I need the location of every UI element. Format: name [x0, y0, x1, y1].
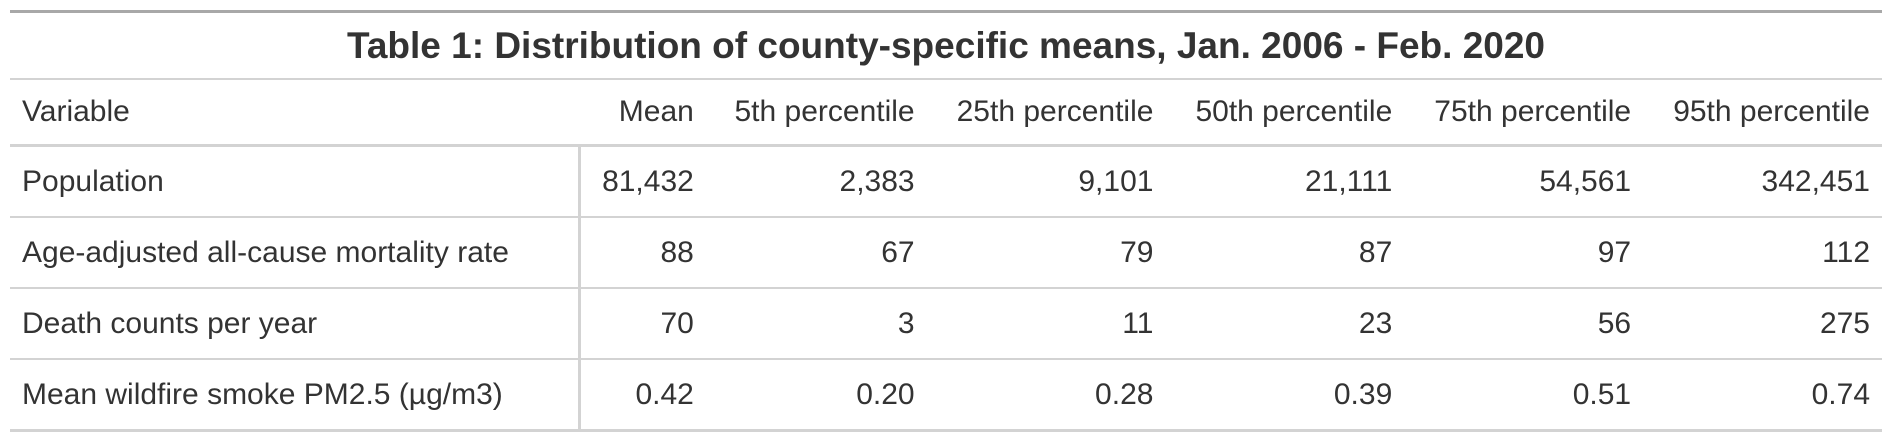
column-header-p50: 50th percentile: [1165, 79, 1405, 147]
cell-p25: 11: [926, 287, 1166, 359]
table-row: Mean wildfire smoke PM2.5 (µg/m3) 0.42 0…: [10, 358, 1882, 431]
column-header-p75: 75th percentile: [1404, 79, 1644, 147]
table-body: Population 81,432 2,383 9,101 21,111 54,…: [10, 145, 1882, 431]
cell-mean: 70: [579, 287, 706, 359]
cell-p75: 0.51: [1404, 358, 1644, 431]
table-row: Age-adjusted all-cause mortality rate 88…: [10, 216, 1882, 288]
cell-p95: 275: [1643, 287, 1882, 359]
cell-p75: 97: [1404, 216, 1644, 288]
row-label: Death counts per year: [10, 287, 581, 359]
cell-p75: 54,561: [1539, 164, 1632, 198]
column-header-p25: 25th percentile: [926, 79, 1166, 147]
table-row: Death counts per year 70 3 11 23 56 275: [10, 287, 1882, 359]
cell-p50: 23: [1165, 287, 1405, 359]
column-header-row: Variable Mean 5th percentile 25th percen…: [10, 79, 1882, 147]
cell-p50: 87: [1165, 216, 1405, 288]
row-label: Mean wildfire smoke PM2.5 (µg/m3): [10, 358, 581, 431]
table-row: Population 81,432 2,383 9,101 21,111 54,…: [10, 145, 1882, 217]
title-row: Table 1: Distribution of county-specific…: [10, 11, 1882, 80]
cell-p5: 3: [705, 287, 927, 359]
cell-p50: 0.39: [1165, 358, 1405, 431]
cell-p25: 0.28: [926, 358, 1166, 431]
cell-p5: 0.20: [705, 358, 927, 431]
table-title: Table 1: Distribution of county-specific…: [10, 11, 1882, 80]
cell-mean: 88: [579, 216, 706, 288]
cell-mean: 0.42: [579, 358, 706, 431]
cell-p5: 2,383: [839, 164, 915, 198]
cell-p95: 112: [1643, 216, 1882, 288]
column-header-p5: 5th percentile: [705, 79, 927, 147]
column-header-p95: 95th percentile: [1643, 79, 1882, 147]
cell-mean: 81,432: [602, 164, 694, 198]
row-label: Age-adjusted all-cause mortality rate: [10, 216, 581, 288]
summary-table: Table 1: Distribution of county-specific…: [10, 10, 1882, 432]
row-label: Population: [10, 145, 581, 217]
cell-p25: 9,101: [1078, 164, 1154, 198]
table-header: Table 1: Distribution of county-specific…: [10, 11, 1882, 147]
cell-p95: 0.74: [1643, 358, 1882, 431]
column-header-variable: Variable: [10, 79, 579, 147]
cell-p50: 21,111: [1304, 164, 1393, 198]
column-header-mean: Mean: [579, 79, 706, 147]
summary-table-container: Table 1: Distribution of county-specific…: [10, 10, 1882, 432]
cell-p95: 342,451: [1761, 164, 1870, 198]
cell-p25: 79: [926, 216, 1166, 288]
cell-p75: 56: [1404, 287, 1644, 359]
cell-p5: 67: [705, 216, 927, 288]
